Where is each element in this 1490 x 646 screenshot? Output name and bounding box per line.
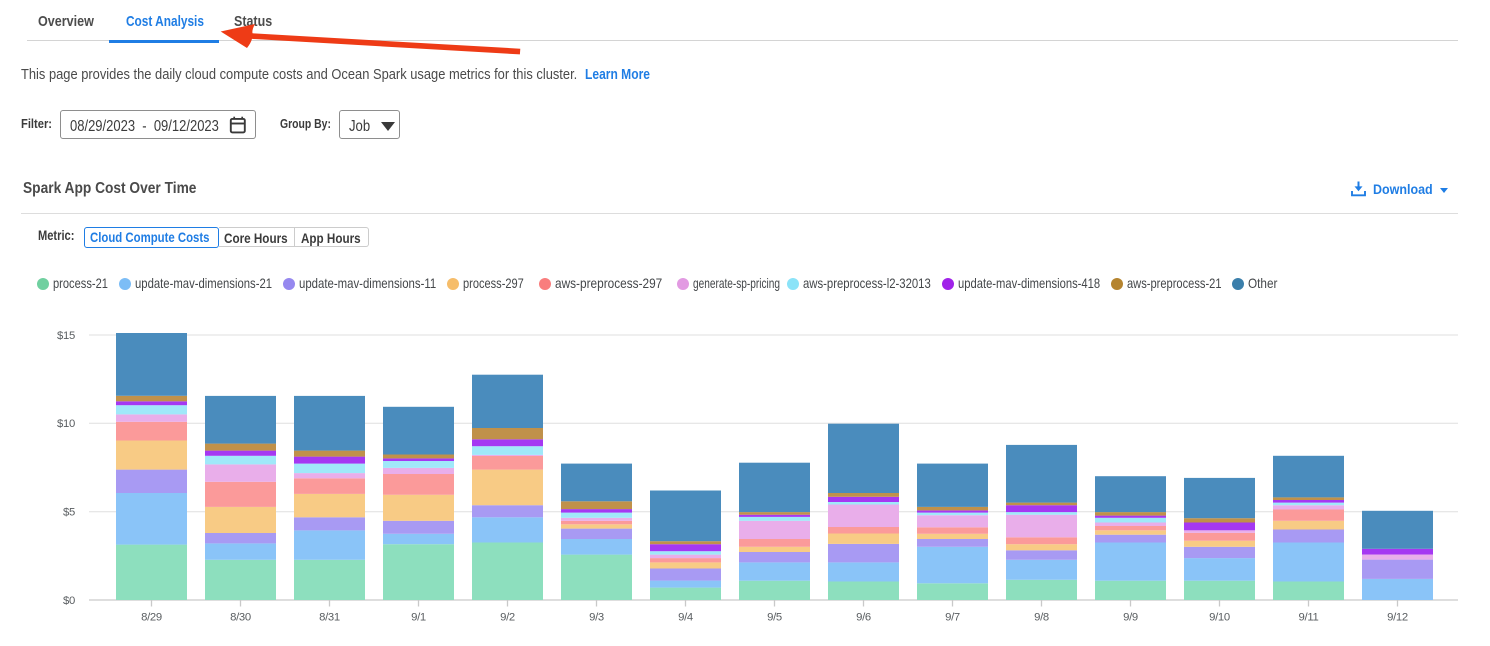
svg-text:9/6: 9/6 (856, 612, 871, 624)
svg-text:9/5: 9/5 (767, 612, 782, 624)
svg-text:8/29: 8/29 (141, 612, 162, 624)
svg-text:9/4: 9/4 (678, 612, 693, 624)
svg-text:9/1: 9/1 (411, 612, 426, 624)
svg-text:8/30: 8/30 (230, 612, 251, 624)
svg-text:$5: $5 (63, 507, 75, 519)
svg-text:$10: $10 (57, 418, 75, 430)
svg-text:9/7: 9/7 (945, 612, 960, 624)
svg-text:9/10: 9/10 (1209, 612, 1230, 624)
svg-text:9/9: 9/9 (1123, 612, 1138, 624)
svg-text:9/12: 9/12 (1387, 612, 1408, 624)
svg-text:9/3: 9/3 (589, 612, 604, 624)
svg-text:$15: $15 (57, 330, 75, 342)
svg-text:8/31: 8/31 (319, 612, 340, 624)
svg-text:9/2: 9/2 (500, 612, 515, 624)
svg-text:$0: $0 (63, 595, 75, 607)
svg-text:9/11: 9/11 (1299, 612, 1319, 624)
svg-text:9/8: 9/8 (1034, 612, 1049, 624)
